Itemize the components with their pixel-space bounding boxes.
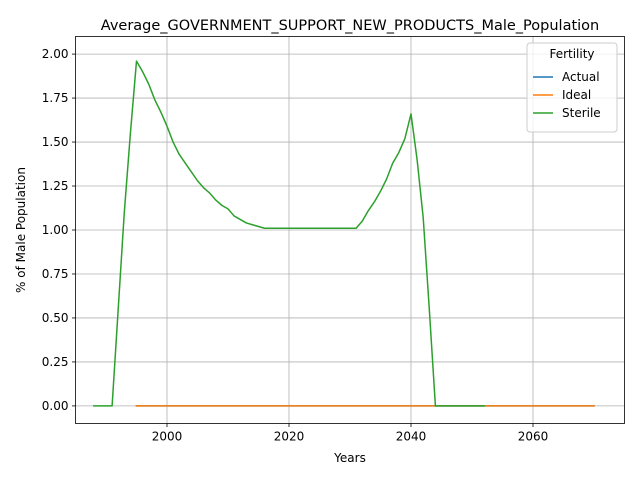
y-tick-label: 0.25 [42, 355, 69, 369]
y-tick-label: 1.00 [42, 223, 69, 237]
legend-label: Ideal [562, 88, 591, 102]
x-axis-label: Years [333, 451, 366, 465]
legend-entry-ideal: Ideal [533, 88, 591, 102]
legend-title: Fertility [549, 47, 594, 61]
grid [75, 36, 625, 424]
y-tick-label: 0.00 [42, 399, 69, 413]
legend: Fertility Actual Ideal Sterile [526, 42, 618, 133]
legend-label: Actual [562, 70, 600, 84]
y-tick-label: 1.75 [42, 91, 69, 105]
legend-box [526, 42, 618, 133]
x-tick-label: 2000 [152, 430, 183, 444]
y-tick-label: 1.50 [42, 135, 69, 149]
legend-entries: Actual Ideal Sterile [533, 70, 601, 120]
legend-entry-sterile: Sterile [533, 106, 601, 120]
legend-label: Sterile [562, 106, 601, 120]
y-tick-label: 2.00 [42, 47, 69, 61]
y-axis-ticks: 0.00 0.25 0.50 0.75 1.00 1.25 1.50 1.75 2.00 [42, 47, 76, 413]
series-lines [93, 60, 595, 407]
x-axis-ticks: 2000 2020 2040 2060 [152, 423, 549, 444]
y-tick-label: 0.50 [42, 311, 69, 325]
chart-title: Average_GOVERNMENT_SUPPORT_NEW_PRODUCTS_… [101, 18, 599, 34]
x-tick-label: 2020 [274, 430, 305, 444]
series-line-sterile [93, 60, 485, 407]
y-tick-label: 1.25 [42, 179, 69, 193]
legend-entry-actual: Actual [533, 70, 600, 84]
x-tick-label: 2060 [518, 430, 549, 444]
y-axis-label: % of Male Population [14, 167, 28, 293]
y-tick-label: 0.75 [42, 267, 69, 281]
x-tick-label: 2040 [396, 430, 427, 444]
